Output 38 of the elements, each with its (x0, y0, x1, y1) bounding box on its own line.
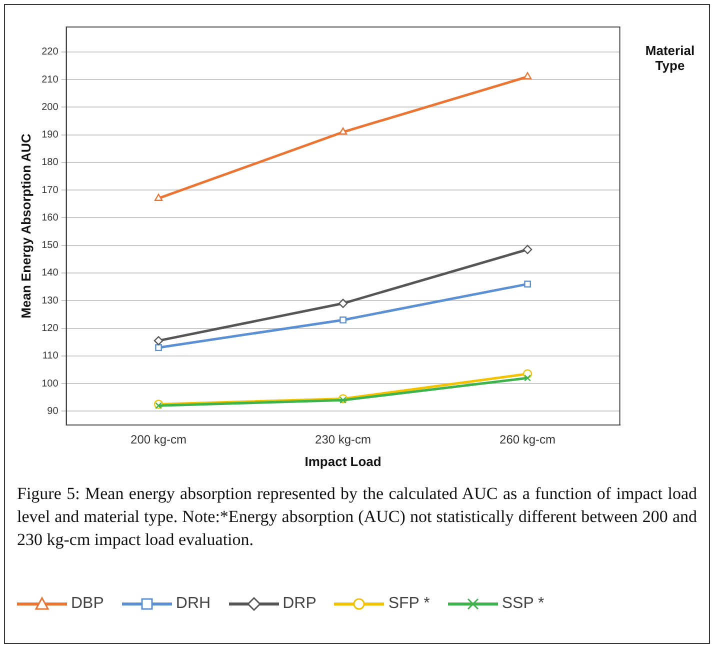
y-tick-label: 190 (42, 130, 59, 141)
legend-label: DRH (176, 595, 211, 613)
y-tick-label: 170 (42, 184, 59, 196)
y-tick-label: 210 (42, 74, 59, 86)
legend-title: Material Type (644, 43, 696, 73)
legend-label: DRP (282, 595, 316, 613)
y-tick-label: 200 (42, 102, 59, 113)
y-tick-label: 110 (42, 350, 59, 362)
x-axis-title: Impact Load (304, 454, 382, 469)
y-tick-label: 130 (42, 295, 59, 306)
point (523, 72, 532, 80)
y-axis-title: Mean Energy Absorption AUC (18, 133, 34, 318)
point (154, 336, 164, 346)
y-tick-label: 220 (42, 46, 59, 58)
point (340, 396, 346, 404)
legend-label: SFP * (388, 595, 430, 613)
caption: Figure 5: Mean energy absorption represented by the calculated AUC as a function of impact load level and material type. Note:*Energy absorption (AUC) not statistically different between 200 and 230 kg-cm impact load evaluation. (17, 483, 697, 551)
point (155, 344, 162, 352)
x-tick-label: 230 kg-cm (315, 432, 372, 447)
y-tick-label: 120 (42, 323, 59, 334)
x-tick-label: 200 kg-cm (130, 432, 187, 447)
y-tick-label: 180 (42, 157, 59, 168)
point (155, 402, 162, 410)
y-tick-label: 90 (47, 406, 59, 417)
x-tick-label: 260 kg-cm (500, 432, 556, 447)
legend-label: DBP (71, 595, 104, 613)
point (338, 298, 348, 308)
y-tick-label: 100 (42, 378, 59, 390)
point (338, 127, 348, 135)
y-tick-label: 140 (42, 268, 59, 279)
point (340, 316, 346, 324)
legend-label: SSP * (502, 595, 544, 613)
y-tick-label: 150 (42, 240, 59, 252)
y-tick-label: 160 (42, 212, 59, 224)
point (522, 244, 532, 254)
point (524, 280, 531, 288)
point (524, 374, 531, 382)
point (154, 194, 163, 201)
